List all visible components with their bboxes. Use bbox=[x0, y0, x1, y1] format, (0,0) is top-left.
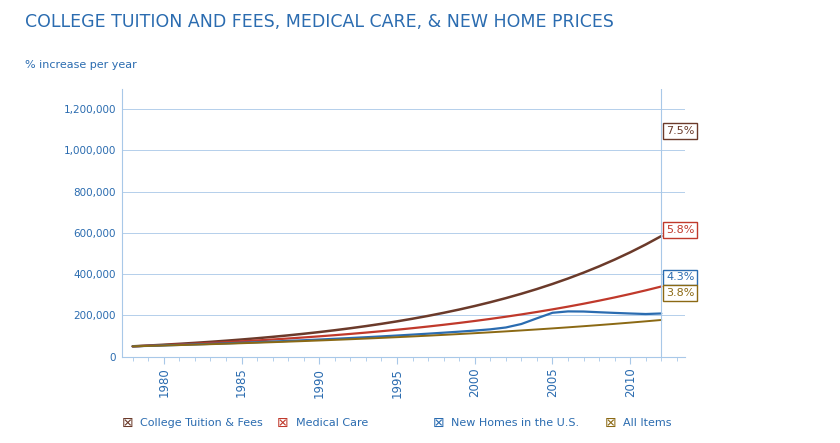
Text: % increase per year: % increase per year bbox=[25, 60, 137, 70]
Text: 7.5%: 7.5% bbox=[666, 126, 695, 136]
Text: Medical Care: Medical Care bbox=[296, 418, 368, 428]
Text: College Tuition & Fees: College Tuition & Fees bbox=[140, 418, 263, 428]
Text: All Items: All Items bbox=[623, 418, 672, 428]
Text: 4.3%: 4.3% bbox=[666, 272, 695, 282]
Text: ⊠: ⊠ bbox=[277, 416, 289, 430]
Text: 3.8%: 3.8% bbox=[666, 288, 695, 298]
Text: COLLEGE TUITION AND FEES, MEDICAL CARE, & NEW HOME PRICES: COLLEGE TUITION AND FEES, MEDICAL CARE, … bbox=[25, 13, 614, 31]
Text: 5.8%: 5.8% bbox=[666, 225, 695, 235]
Text: ⊠: ⊠ bbox=[433, 416, 444, 430]
Text: ⊠: ⊠ bbox=[605, 416, 617, 430]
Text: New Homes in the U.S.: New Homes in the U.S. bbox=[451, 418, 580, 428]
Text: ⊠: ⊠ bbox=[122, 416, 134, 430]
